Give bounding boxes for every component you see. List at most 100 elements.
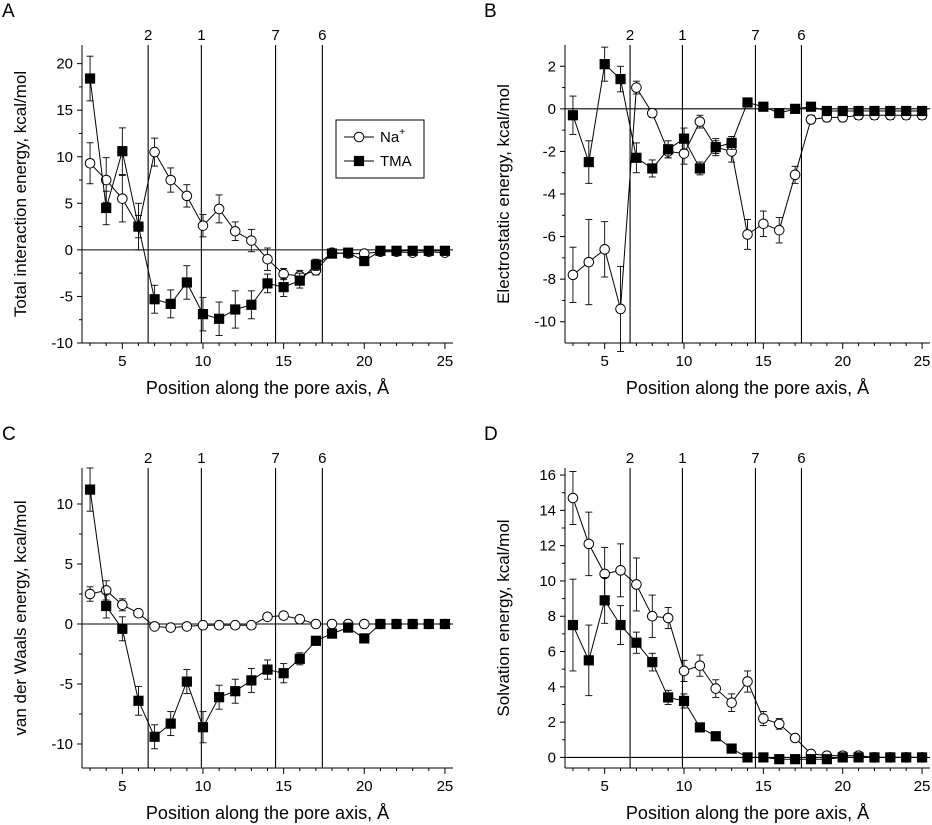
y-tick-label: -10 — [51, 335, 73, 352]
tma-point — [916, 105, 928, 117]
tma-point — [439, 245, 451, 256]
tma-point — [853, 105, 864, 117]
tma-point — [678, 695, 690, 707]
tma-point — [790, 103, 801, 114]
y-tick-label: 10 — [56, 496, 73, 513]
tma-point — [631, 152, 642, 163]
tma-point — [774, 108, 785, 119]
na-point — [181, 621, 193, 632]
tma-point — [615, 73, 626, 85]
y-tick-label: -5 — [60, 676, 73, 693]
tma-point — [583, 655, 594, 666]
tma-point — [916, 752, 928, 763]
na-point — [278, 610, 289, 621]
tma-point — [391, 245, 402, 256]
tma-point — [391, 618, 402, 630]
residue-label-7: 7 — [751, 27, 759, 44]
tma-point — [84, 73, 96, 84]
residue-label-2: 2 — [144, 27, 152, 44]
residue-label-2: 2 — [144, 450, 152, 467]
y-tick-label: -10 — [51, 736, 73, 753]
na-point — [615, 565, 626, 576]
tma-point — [663, 692, 674, 703]
x-tick-label: 5 — [118, 778, 126, 795]
na-point — [358, 618, 370, 630]
na-point — [165, 622, 177, 633]
na-point — [213, 203, 225, 215]
na-point — [149, 146, 160, 158]
residue-label-6: 6 — [797, 450, 805, 467]
tma-point — [359, 255, 370, 267]
na-point — [133, 607, 144, 619]
x-tick-label: 20 — [834, 353, 851, 370]
na-point — [197, 220, 209, 231]
tma-point — [149, 294, 160, 305]
y-tick-label: 2 — [548, 58, 556, 75]
tma-point — [774, 754, 785, 765]
tma-point — [326, 628, 338, 639]
residue-label-1: 1 — [678, 27, 686, 44]
na-point — [84, 588, 96, 600]
na-point — [310, 618, 322, 630]
y-tick-label: -5 — [60, 288, 73, 305]
tma-point — [310, 259, 321, 270]
tma-point — [901, 752, 912, 763]
y-tick-label: 14 — [539, 502, 556, 519]
tma-point — [567, 619, 579, 631]
tma-point — [631, 637, 642, 648]
tma-point — [343, 622, 354, 633]
na-point — [694, 660, 706, 671]
residue-label-7: 7 — [271, 450, 279, 467]
tma-point — [885, 752, 896, 763]
tma-point — [326, 248, 338, 259]
y-tick-label: 10 — [539, 573, 556, 590]
legend-marker — [353, 131, 365, 143]
tma-point — [853, 752, 864, 763]
y-axis-title: van der Waals energy, kcal/mol — [11, 500, 30, 735]
x-tick-label: 15 — [755, 778, 772, 795]
x-axis-title: Position along the pore axis, Å — [146, 803, 389, 823]
tma-point — [197, 309, 209, 320]
na-point — [662, 612, 674, 624]
residue-label-1: 1 — [197, 450, 205, 467]
tma-point — [726, 137, 737, 149]
na-point — [742, 676, 753, 687]
x-tick-label: 20 — [356, 778, 373, 795]
y-tick-label: 5 — [65, 556, 73, 573]
residue-label-6: 6 — [318, 450, 326, 467]
y-tick-label: -10 — [534, 314, 556, 331]
x-tick-label: 5 — [118, 353, 126, 370]
residue-label-7: 7 — [751, 450, 759, 467]
y-tick-label: 16 — [539, 467, 556, 484]
x-tick-label: 5 — [601, 353, 609, 370]
tma-point — [214, 692, 225, 703]
y-tick-label: 15 — [56, 102, 73, 119]
y-axis-title: Total interaction energy, kcal/mol — [11, 71, 30, 317]
tma-point — [214, 313, 225, 324]
tma-point — [615, 619, 626, 631]
x-tick-label: 15 — [755, 353, 772, 370]
tma-point — [230, 304, 241, 315]
tma-point — [133, 695, 144, 706]
tma-point — [821, 754, 832, 765]
na-series-line — [572, 86, 923, 310]
tma-point — [375, 618, 386, 630]
y-tick-label: 20 — [56, 56, 73, 73]
y-axis-title: Electrostatic energy, kcal/mol — [494, 84, 513, 304]
tma-point — [742, 752, 753, 763]
residue-label-7: 7 — [271, 27, 279, 44]
tma-point — [583, 156, 594, 168]
x-tick-label: 15 — [275, 353, 292, 370]
tma-point — [133, 221, 144, 232]
x-tick-label: 20 — [834, 778, 851, 795]
residue-label-6: 6 — [318, 27, 326, 44]
residue-label-2: 2 — [626, 27, 634, 44]
na-point — [583, 538, 595, 550]
tma-point — [885, 105, 896, 117]
na-point — [262, 253, 273, 265]
na-point — [646, 107, 658, 119]
tma-point — [310, 635, 321, 646]
x-axis-title: Position along the pore axis, Å — [626, 803, 869, 823]
tma-point — [805, 754, 817, 765]
